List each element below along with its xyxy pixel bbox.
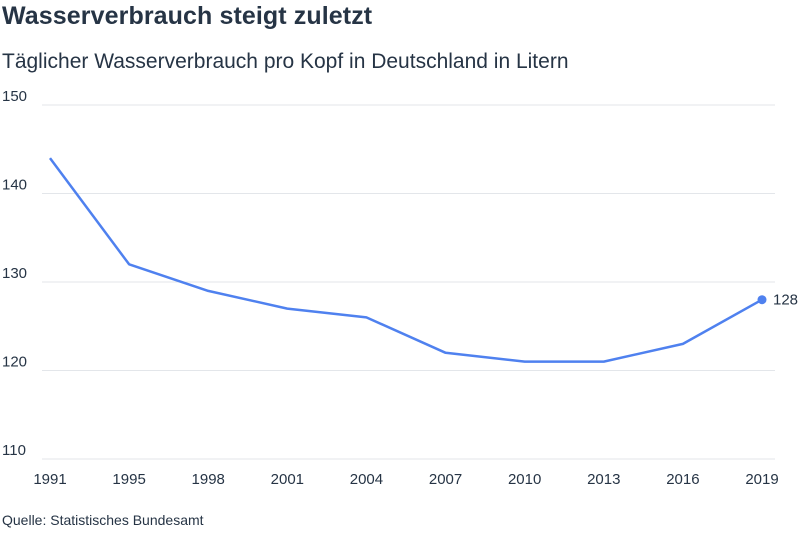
chart-subtitle: Täglicher Wasserverbrauch pro Kopf in De…: [2, 50, 569, 73]
end-value-label: 128: [773, 292, 798, 309]
x-tick-label-2004: 2004: [350, 471, 383, 488]
y-tick-label-140: 140: [2, 177, 27, 194]
x-tick-label-2010: 2010: [508, 471, 541, 488]
y-tick-label-150: 150: [2, 88, 27, 105]
x-tick-label-2016: 2016: [666, 471, 699, 488]
series-line: [48, 157, 763, 363]
y-tick-label-110: 110: [2, 442, 26, 459]
end-point-marker: [757, 295, 767, 305]
y-tick-label-130: 130: [2, 265, 27, 282]
x-tick-label-1998: 1998: [192, 471, 225, 488]
x-tick-label-2019: 2019: [745, 471, 778, 488]
x-tick-label-2013: 2013: [587, 471, 620, 488]
chart-source: Quelle: Statistisches Bundesamt: [2, 512, 204, 528]
x-tick-label-1995: 1995: [112, 471, 145, 488]
y-tick-label-120: 120: [2, 354, 27, 371]
chart-title: Wasserverbrauch steigt zuletzt: [2, 2, 373, 30]
gridlines: [42, 104, 775, 460]
x-tick-label-2001: 2001: [271, 471, 304, 488]
x-tick-label-2007: 2007: [429, 471, 462, 488]
x-tick-label-1991: 1991: [33, 471, 66, 488]
y-axis-tick-labels: 110 120 130 140 150: [2, 88, 27, 459]
x-axis-tick-labels: 1991 1995 1998 2001 2004 2007 2010 2013 2016 2019: [33, 471, 778, 488]
data-points: [757, 295, 767, 305]
